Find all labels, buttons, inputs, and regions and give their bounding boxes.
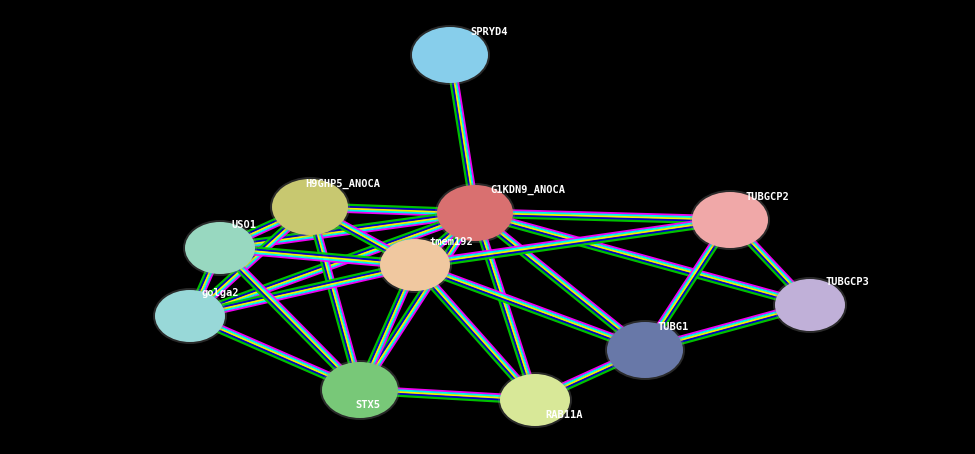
Text: USO1: USO1 xyxy=(232,220,257,230)
Ellipse shape xyxy=(185,222,255,274)
Ellipse shape xyxy=(378,237,452,293)
Ellipse shape xyxy=(605,320,685,380)
Ellipse shape xyxy=(380,239,450,291)
Text: TUBGCP2: TUBGCP2 xyxy=(745,192,789,202)
Ellipse shape xyxy=(183,220,257,276)
Text: STX5: STX5 xyxy=(355,400,380,410)
Ellipse shape xyxy=(270,177,350,237)
Text: H9GHP5_ANOCA: H9GHP5_ANOCA xyxy=(305,179,380,189)
Text: TUBG1: TUBG1 xyxy=(657,322,688,332)
Ellipse shape xyxy=(410,25,490,85)
Ellipse shape xyxy=(435,183,515,243)
Text: tmem192: tmem192 xyxy=(430,237,474,247)
Ellipse shape xyxy=(692,192,768,248)
Ellipse shape xyxy=(320,360,400,420)
Ellipse shape xyxy=(412,27,488,83)
Ellipse shape xyxy=(500,374,570,426)
Ellipse shape xyxy=(690,190,770,250)
Ellipse shape xyxy=(153,288,227,344)
Ellipse shape xyxy=(607,322,683,378)
Ellipse shape xyxy=(272,179,348,235)
Ellipse shape xyxy=(437,185,513,241)
Ellipse shape xyxy=(155,290,225,342)
Ellipse shape xyxy=(773,277,847,333)
Ellipse shape xyxy=(775,279,845,331)
Text: G1KDN9_ANOCA: G1KDN9_ANOCA xyxy=(490,185,565,195)
Ellipse shape xyxy=(322,362,398,418)
Text: RAB11A: RAB11A xyxy=(545,410,582,420)
Ellipse shape xyxy=(498,372,572,428)
Text: TUBGCP3: TUBGCP3 xyxy=(825,277,869,287)
Text: SPRYD4: SPRYD4 xyxy=(470,27,508,37)
Text: golga2: golga2 xyxy=(202,288,240,298)
